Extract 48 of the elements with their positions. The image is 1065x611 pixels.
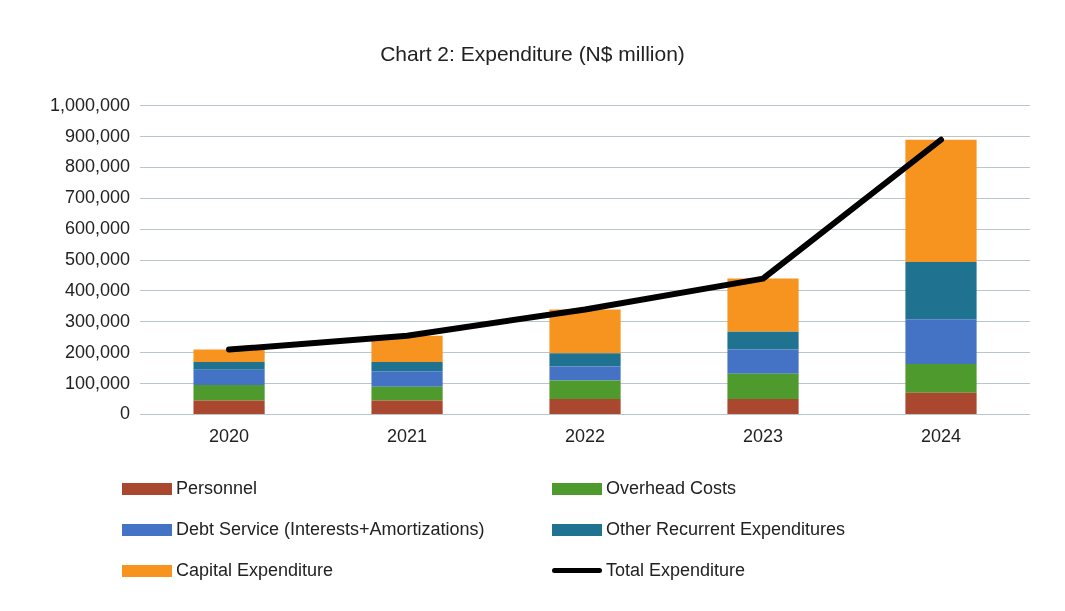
bar <box>727 373 799 399</box>
bar <box>549 353 621 367</box>
x-tick-label: 2020 <box>209 426 250 447</box>
legend-label: Debt Service (Interests+Amortizations) <box>176 519 485 540</box>
x-tick-label: 2024 <box>920 426 962 447</box>
bar <box>193 349 265 362</box>
bar <box>193 400 265 414</box>
bar <box>905 392 977 414</box>
y-tick-label: 400,000 <box>65 279 131 300</box>
bar <box>193 369 265 386</box>
legend-label: Overhead Costs <box>606 478 737 499</box>
bar <box>727 398 799 414</box>
x-tick-label: 2021 <box>387 426 428 447</box>
bar <box>371 400 443 414</box>
y-tick-label: 900,000 <box>65 125 131 146</box>
bar <box>727 349 799 374</box>
bar <box>371 335 443 362</box>
y-tick-label: 300,000 <box>65 310 131 331</box>
bar <box>549 309 621 354</box>
x-tick-label: 2022 <box>565 426 606 447</box>
x-tick-label: 2023 <box>743 426 784 447</box>
bar <box>549 366 621 381</box>
bar <box>905 319 977 365</box>
y-tick-label: 600,000 <box>65 218 131 239</box>
bar <box>193 361 265 370</box>
bar <box>193 385 265 401</box>
bar <box>727 331 799 350</box>
y-tick-label: 200,000 <box>65 341 131 362</box>
y-tick-label: 800,000 <box>65 156 131 177</box>
y-tick-label: 500,000 <box>65 249 131 270</box>
bar <box>905 139 977 262</box>
legend-label: Total Expenditure <box>606 560 746 581</box>
bar <box>727 278 799 332</box>
y-tick-label: 100,000 <box>65 372 131 393</box>
legend-label: Personnel <box>176 478 258 499</box>
y-tick-label: 0 <box>120 403 131 424</box>
bar <box>371 361 443 372</box>
bar <box>371 386 443 401</box>
y-tick-label: 1,000,000 <box>50 94 131 115</box>
bar <box>905 261 977 320</box>
legend-label: Capital Expenditure <box>176 560 334 581</box>
bar <box>549 380 621 399</box>
bar <box>371 371 443 387</box>
y-tick-label: 700,000 <box>65 187 131 208</box>
bar <box>905 364 977 393</box>
chart-title: Chart 2: Expenditure (N$ million) <box>379 42 686 66</box>
bar <box>549 398 621 414</box>
legend-label: Other Recurrent Expenditures <box>606 519 846 540</box>
